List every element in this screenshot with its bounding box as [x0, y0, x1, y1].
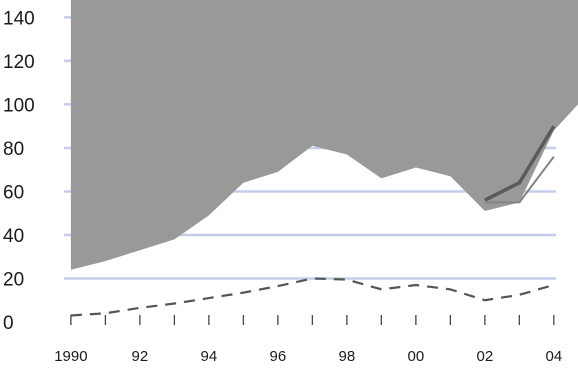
y-tick-label: 40 [3, 226, 24, 247]
series-dashed-line [70, 277, 555, 317]
y-tick-label: 140 [3, 8, 35, 29]
y-tick-label: 120 [3, 52, 35, 73]
series-dark-line [484, 125, 556, 202]
x-tick-label: 94 [201, 348, 218, 365]
x-tick-label: 04 [546, 348, 563, 365]
shaded-area [70, 0, 578, 270]
y-tick-label: 60 [3, 182, 24, 203]
x-axis: 1990 92 94 96 98 00 02 04 [54, 315, 562, 365]
series-medium-line [484, 156, 555, 204]
y-tick-label: 80 [3, 139, 24, 160]
series-lines [70, 125, 556, 317]
x-tick-label: 98 [339, 348, 356, 365]
x-tick-label: 96 [270, 348, 287, 365]
y-axis: 0 20 40 60 80 100 120 140 [3, 8, 35, 334]
y-tick-label: 100 [3, 95, 35, 116]
x-tick-label: 00 [408, 348, 425, 365]
x-tick-label: 02 [477, 348, 494, 365]
y-tick-label: 20 [3, 269, 24, 290]
x-tick-label: 1990 [54, 348, 87, 365]
y-tick-label: 0 [3, 313, 14, 334]
x-tick-label: 92 [132, 348, 149, 365]
shaded-area-layer [70, 0, 578, 270]
